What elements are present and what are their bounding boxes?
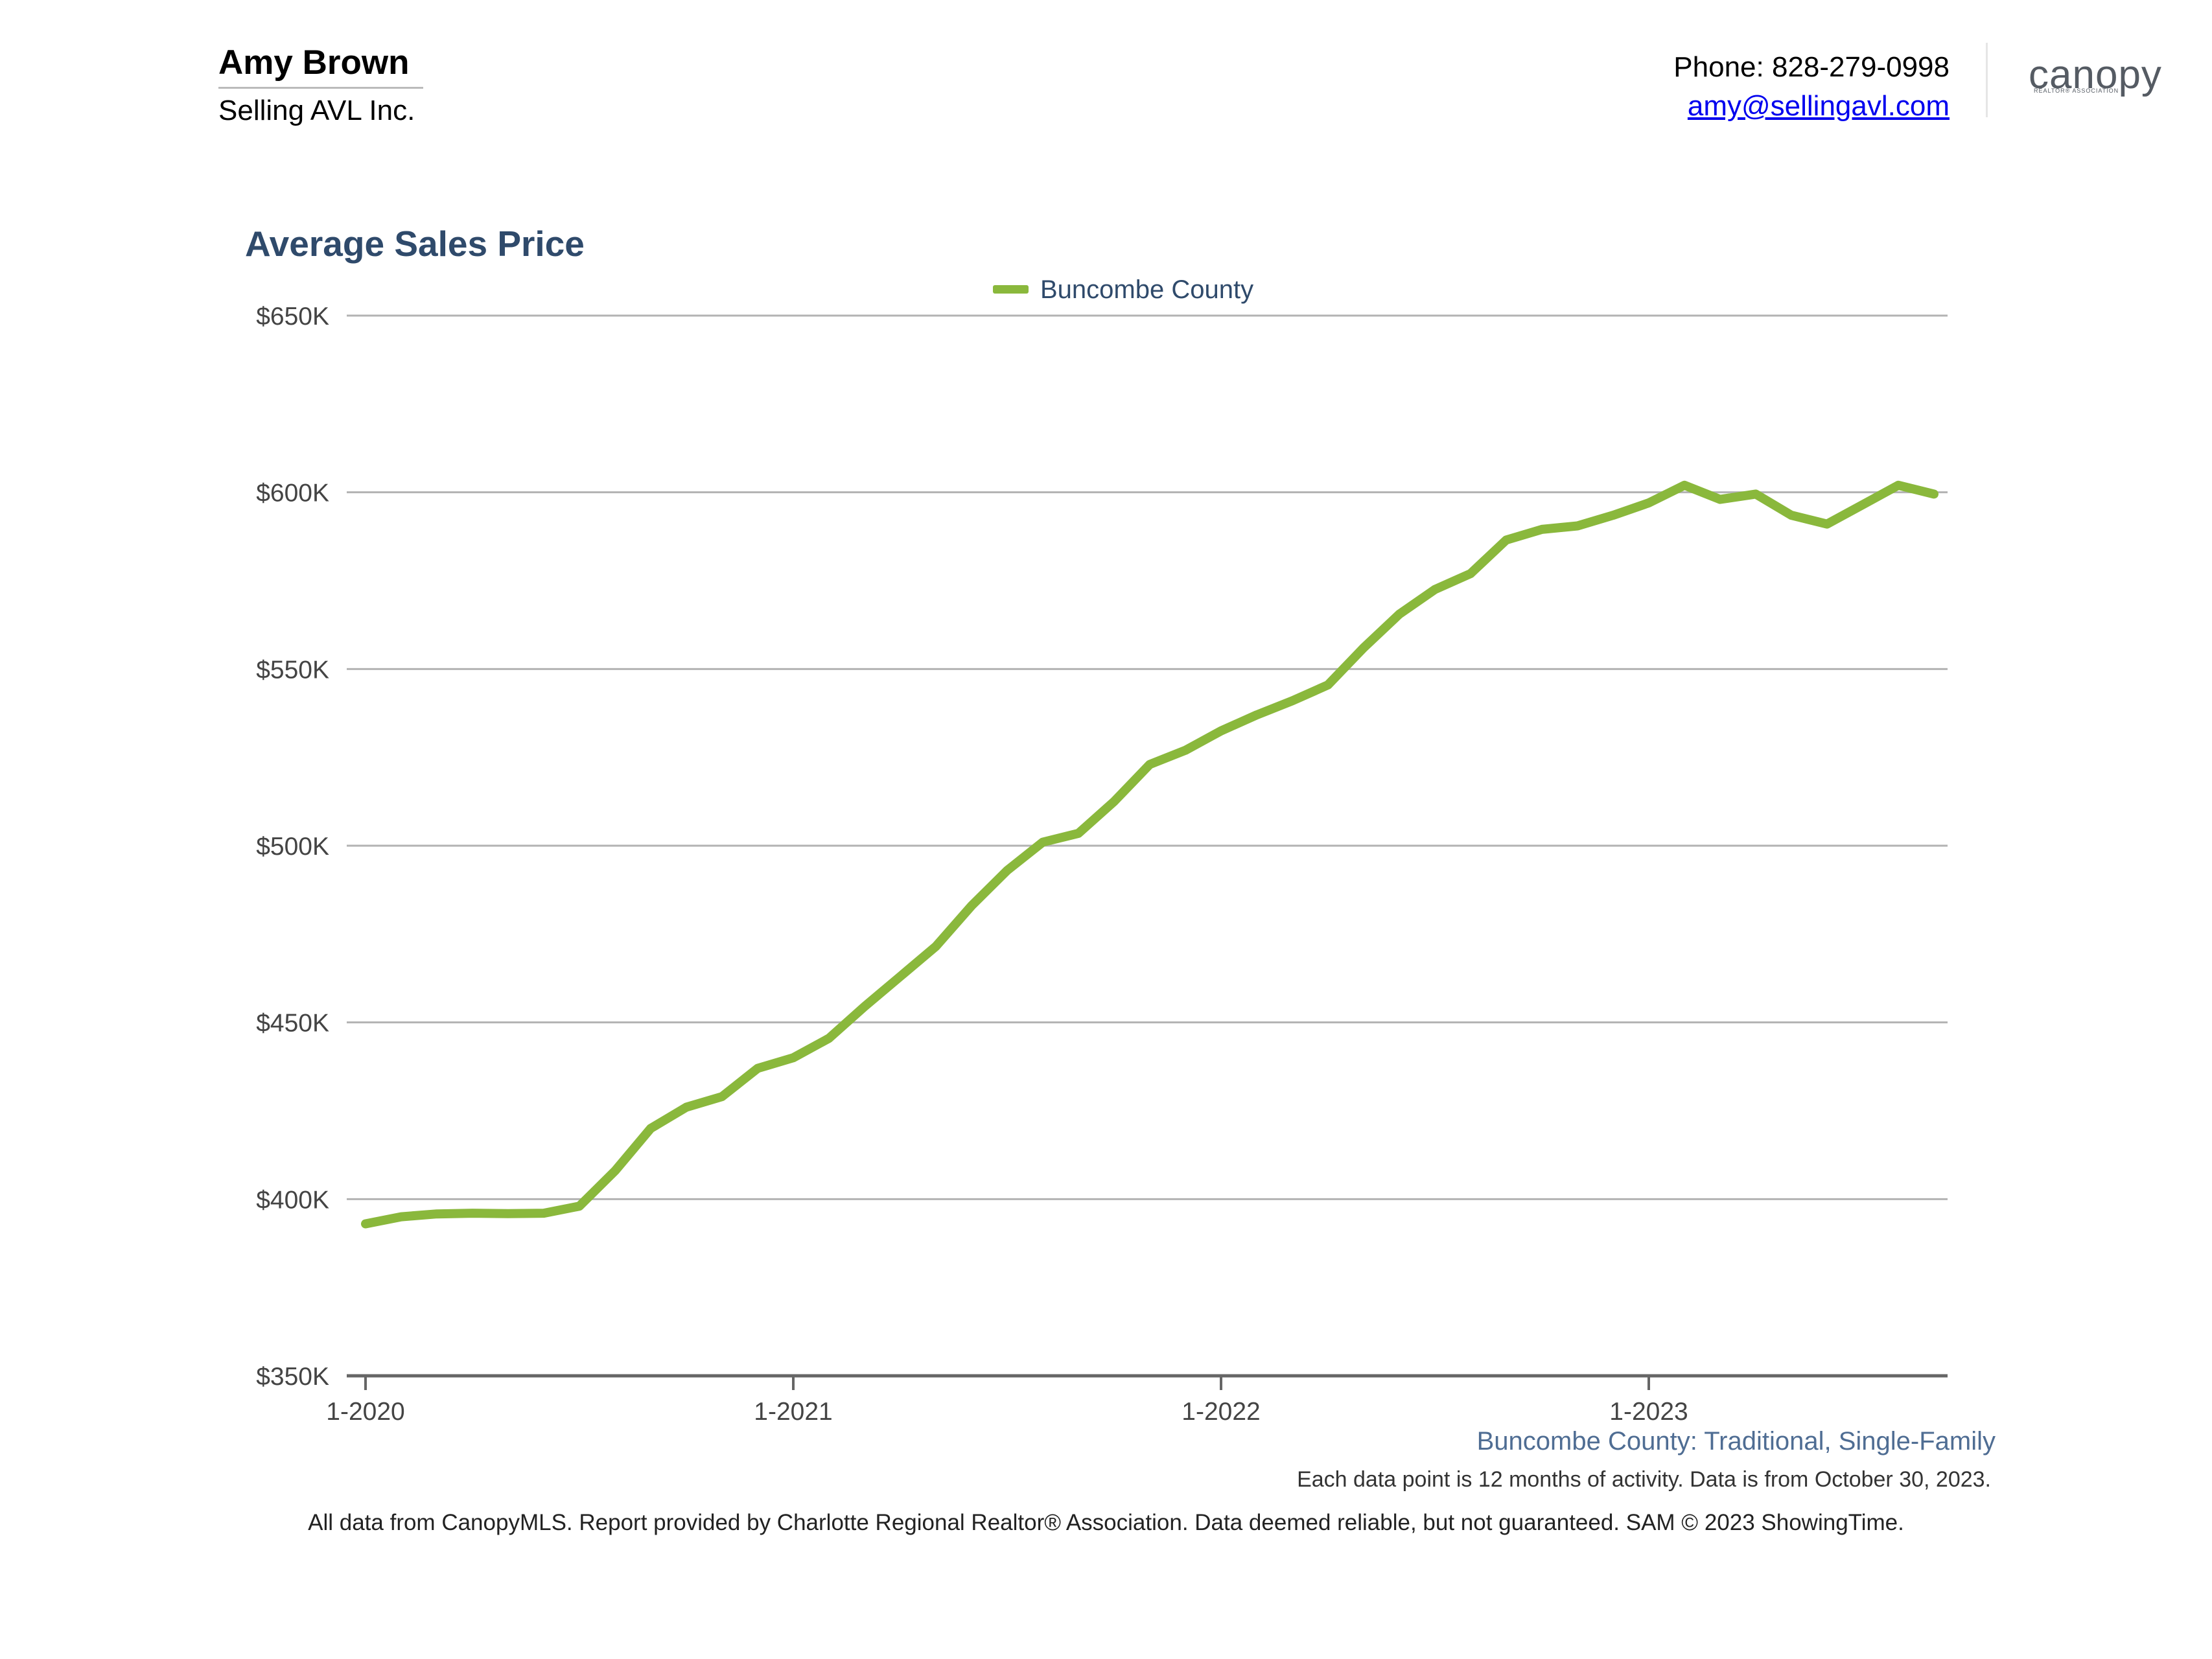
period-note: Each data point is 12 months of activity… [1297, 1467, 1991, 1492]
agent-name: Amy Brown [218, 43, 410, 82]
y-tick-label: $550K [256, 656, 329, 684]
y-tick-label: $350K [256, 1363, 329, 1391]
y-tick-label: $650K [256, 303, 329, 331]
x-tick-label: 1-2022 [1182, 1398, 1260, 1426]
legend-swatch [993, 285, 1029, 294]
disclaimer: All data from CanopyMLS. Report provided… [308, 1510, 1904, 1535]
legend-label: Buncombe County [1040, 275, 1253, 304]
y-tick-label: $400K [256, 1186, 329, 1214]
contact-phone: Phone: 828-279-0998 [1673, 51, 1950, 83]
x-tick-label: 1-2023 [1609, 1398, 1688, 1426]
name-underline-divider [218, 87, 423, 89]
y-tick-label: $600K [256, 480, 329, 507]
logo-subtext: REALTOR® ASSOCIATION [2034, 87, 2119, 94]
contact-email-link[interactable]: amy@sellingavl.com [1687, 90, 1950, 122]
contact-block: Phone: 828-279-0998 amy@sellingavl.com [1673, 48, 1950, 126]
canopy-logo: canopy REALTOR® ASSOCIATION [2029, 52, 2165, 97]
x-tick-label: 1-2020 [326, 1398, 404, 1426]
header-divider [1986, 43, 1988, 117]
x-tick-label: 1-2021 [754, 1398, 832, 1426]
series-line [361, 480, 1938, 1229]
y-tick-label: $450K [256, 1010, 329, 1038]
series-note: Buncombe County: Traditional, Single-Fam… [1476, 1427, 1996, 1456]
y-tick-label: $500K [256, 833, 329, 861]
line-chart: $350K $400K $450K $500K $550K $600K $650K 1-202… [256, 275, 1948, 1426]
logo-wordmark: canopy [2029, 52, 2162, 97]
chart-title: Average Sales Price [245, 224, 585, 264]
agent-company: Selling AVL Inc. [218, 95, 415, 126]
